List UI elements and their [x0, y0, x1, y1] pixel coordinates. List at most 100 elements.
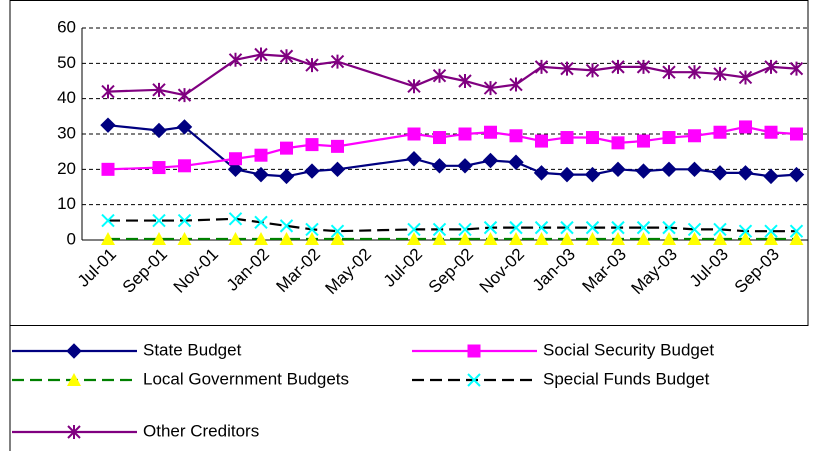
- marker: [560, 61, 574, 76]
- x-tick-label: Jul-02: [380, 245, 426, 291]
- x-tick-label: May-03: [627, 245, 681, 299]
- marker: [329, 161, 346, 178]
- y-tick-label: 30: [57, 123, 76, 142]
- marker: [585, 231, 600, 245]
- marker: [789, 231, 804, 245]
- x-tick-label: Sep-01: [119, 245, 171, 297]
- marker: [611, 136, 625, 150]
- marker: [560, 220, 574, 235]
- marker: [738, 70, 753, 85]
- marker: [101, 84, 115, 99]
- y-tick-label: 60: [57, 17, 76, 36]
- marker: [458, 222, 472, 237]
- marker: [687, 231, 702, 245]
- marker: [279, 219, 294, 233]
- marker: [483, 220, 498, 235]
- marker: [584, 166, 601, 183]
- marker: [686, 161, 703, 178]
- marker: [432, 222, 447, 237]
- marker: [178, 159, 191, 173]
- y-tick-label: 40: [57, 88, 76, 107]
- marker: [789, 224, 804, 238]
- marker: [432, 231, 447, 245]
- marker: [278, 168, 295, 185]
- marker: [713, 125, 727, 139]
- x-tick-label: Jan-02: [223, 245, 273, 295]
- marker: [789, 61, 804, 76]
- marker: [176, 119, 193, 135]
- marker: [483, 81, 498, 96]
- marker: [610, 161, 626, 178]
- marker: [458, 74, 472, 88]
- marker: [611, 59, 625, 74]
- y-tick-label: 10: [57, 194, 76, 213]
- marker: [228, 231, 243, 245]
- marker: [585, 63, 600, 78]
- marker: [509, 231, 523, 245]
- marker: [764, 224, 778, 238]
- marker: [611, 231, 625, 245]
- marker: [764, 59, 778, 74]
- marker: [101, 231, 115, 245]
- marker: [483, 231, 498, 245]
- marker: [280, 141, 293, 155]
- marker: [611, 220, 625, 235]
- marker: [739, 120, 752, 134]
- marker: [535, 134, 548, 148]
- marker: [737, 165, 754, 181]
- marker: [305, 138, 319, 152]
- marker: [484, 125, 497, 139]
- legend-label: Special Funds Budget: [543, 369, 710, 388]
- marker: [152, 82, 166, 97]
- marker: [229, 152, 242, 166]
- marker: [432, 68, 447, 83]
- marker: [457, 158, 473, 174]
- marker: [151, 122, 167, 139]
- series-line: [107, 53, 797, 97]
- marker: [431, 158, 448, 174]
- marker: [254, 148, 268, 162]
- marker: [738, 224, 753, 238]
- x-tick-label: Mar-03: [578, 245, 630, 297]
- y-tick-label: 20: [57, 159, 76, 178]
- marker: [304, 163, 320, 179]
- legend-marker: [66, 343, 82, 359]
- marker: [228, 212, 243, 226]
- legend-marker: [67, 425, 81, 439]
- marker: [407, 222, 421, 237]
- marker: [764, 231, 778, 245]
- y-tick-label: 50: [57, 53, 76, 72]
- x-tick-label: Nov-02: [476, 245, 528, 297]
- marker: [458, 127, 472, 141]
- legend-label: State Budget: [143, 340, 242, 359]
- marker: [534, 59, 549, 74]
- marker: [279, 49, 294, 64]
- series-line: [108, 217, 797, 233]
- marker: [482, 152, 499, 169]
- marker: [177, 231, 192, 245]
- marker: [635, 163, 652, 179]
- marker: [585, 220, 600, 235]
- x-tick-label: Sep-02: [425, 245, 477, 297]
- marker: [560, 231, 574, 245]
- marker: [713, 231, 727, 245]
- legend-marker: [467, 373, 481, 387]
- legend-label: Social Security Budget: [543, 340, 714, 359]
- marker: [406, 151, 422, 167]
- marker: [331, 139, 344, 153]
- marker: [637, 134, 650, 148]
- x-tick-label: Jul-03: [686, 245, 732, 291]
- legend-marker: [467, 344, 481, 358]
- marker: [662, 65, 676, 80]
- marker: [508, 154, 524, 170]
- marker: [279, 231, 294, 245]
- marker: [636, 231, 651, 245]
- marker: [100, 117, 116, 133]
- marker: [254, 215, 268, 230]
- marker: [177, 213, 192, 228]
- marker: [509, 129, 523, 143]
- marker: [687, 65, 702, 80]
- marker: [688, 129, 701, 143]
- marker: [228, 52, 243, 67]
